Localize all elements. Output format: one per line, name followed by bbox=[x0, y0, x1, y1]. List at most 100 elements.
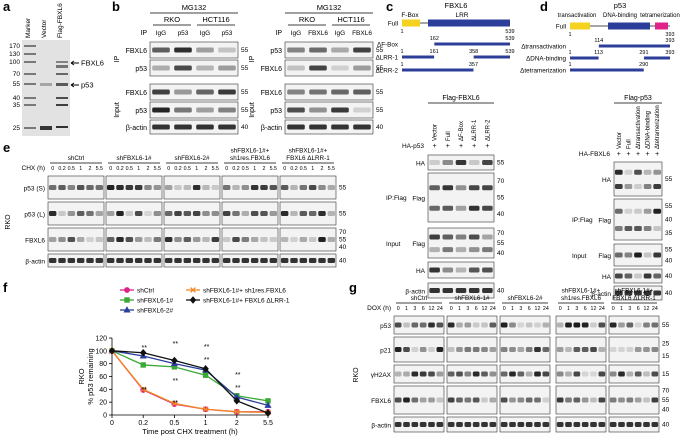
blot-band bbox=[419, 422, 427, 427]
time-label: 2 bbox=[263, 166, 266, 172]
blot-band bbox=[653, 169, 662, 175]
blot-band bbox=[290, 237, 298, 242]
blot-frame bbox=[105, 227, 163, 252]
blot-band bbox=[482, 185, 493, 191]
time-label: 1 bbox=[137, 166, 140, 172]
construct-name: Full bbox=[556, 24, 566, 31]
mw-label: 40 bbox=[497, 288, 505, 295]
blot-band bbox=[290, 185, 298, 190]
lane-label: Vector bbox=[433, 124, 439, 141]
gel-band bbox=[56, 61, 68, 63]
time-label: 5.5 bbox=[96, 166, 103, 172]
blot-band bbox=[442, 205, 454, 211]
time-label: 1 bbox=[458, 306, 461, 312]
blot-band bbox=[428, 371, 435, 377]
blot-band bbox=[192, 258, 201, 263]
blot-band bbox=[318, 211, 326, 216]
mw-label: 70 bbox=[497, 230, 505, 237]
blot-frame bbox=[499, 315, 551, 335]
blot-band bbox=[556, 347, 564, 352]
point bbox=[140, 386, 147, 393]
blot-band bbox=[447, 371, 455, 377]
blot-band bbox=[353, 107, 371, 113]
blot-band bbox=[58, 237, 66, 242]
blot-band bbox=[174, 47, 192, 53]
blot-band bbox=[598, 397, 606, 403]
blot-band bbox=[643, 371, 650, 377]
blot-band bbox=[280, 237, 289, 242]
blot-band bbox=[634, 322, 642, 328]
point bbox=[124, 297, 130, 303]
lane-label: Δtransactivation bbox=[636, 106, 642, 149]
blot-band bbox=[643, 226, 652, 232]
blot-band bbox=[86, 211, 94, 216]
blot-band bbox=[489, 322, 497, 328]
blot-frame bbox=[105, 201, 163, 226]
mw-label: 40 bbox=[376, 124, 384, 131]
blot-band bbox=[590, 397, 597, 403]
time-label: 1 bbox=[195, 166, 198, 172]
blot-band bbox=[183, 185, 192, 190]
label: F-Box bbox=[401, 12, 419, 19]
blot-frame bbox=[284, 59, 374, 77]
point bbox=[202, 365, 209, 373]
x-tick-label: 5.5 bbox=[263, 420, 273, 427]
blot-band bbox=[218, 47, 236, 53]
construct-name: ΔDNA-binding bbox=[526, 56, 566, 63]
time-label: 12 bbox=[429, 306, 435, 312]
blot-band bbox=[232, 258, 240, 263]
blot-band bbox=[192, 237, 201, 242]
blot-band bbox=[653, 226, 662, 232]
blot-band bbox=[456, 371, 463, 377]
blot-band bbox=[464, 322, 472, 328]
blot-band bbox=[468, 288, 480, 293]
blot-band bbox=[331, 107, 349, 113]
blot-band bbox=[144, 258, 152, 263]
blot-band bbox=[174, 124, 192, 130]
blot-band bbox=[609, 422, 617, 427]
blot-band bbox=[651, 322, 659, 328]
blot-frame bbox=[393, 416, 445, 433]
blot-band bbox=[174, 65, 192, 71]
blot-band bbox=[609, 397, 617, 403]
label: IP:Flag bbox=[572, 217, 593, 224]
blot-band bbox=[429, 267, 440, 273]
time-label: 0 bbox=[283, 166, 286, 172]
residue-label: 291 bbox=[639, 50, 648, 56]
blot-band bbox=[472, 347, 480, 352]
mw-label: 25 bbox=[662, 340, 670, 347]
blot-band bbox=[134, 211, 143, 216]
blot-band bbox=[403, 422, 410, 427]
label: p53 bbox=[380, 323, 391, 330]
blot-band bbox=[624, 252, 633, 258]
domain bbox=[608, 22, 650, 30]
blot-band bbox=[125, 258, 134, 263]
blot-frame bbox=[499, 364, 551, 384]
blot-band bbox=[542, 422, 550, 427]
blot-frame bbox=[284, 119, 374, 135]
blot-band bbox=[634, 208, 642, 214]
blot-band bbox=[581, 422, 589, 427]
blot-band bbox=[327, 237, 336, 242]
series-line bbox=[111, 350, 269, 414]
label: p53 bbox=[222, 30, 233, 37]
blot-band bbox=[468, 205, 480, 211]
label: IgG bbox=[335, 30, 345, 37]
blot-band bbox=[500, 422, 508, 427]
blot-frame bbox=[221, 175, 279, 200]
blot-frame bbox=[499, 416, 551, 433]
label: CHX (h) bbox=[22, 165, 45, 172]
blot-band bbox=[269, 237, 278, 242]
mw-label: 40 bbox=[13, 95, 21, 102]
blot-band bbox=[152, 107, 170, 113]
blot-band bbox=[218, 124, 236, 130]
label: p53 bbox=[178, 30, 189, 37]
group-label: shFBXL6-1#+ bbox=[231, 148, 270, 155]
panel-label: g bbox=[349, 280, 357, 295]
time-label: 24 bbox=[543, 306, 549, 312]
blot-band bbox=[202, 258, 210, 263]
blot-band bbox=[455, 267, 467, 273]
label: HCT116 bbox=[337, 15, 364, 24]
blot-band bbox=[428, 397, 435, 403]
blot-frame bbox=[163, 227, 221, 252]
